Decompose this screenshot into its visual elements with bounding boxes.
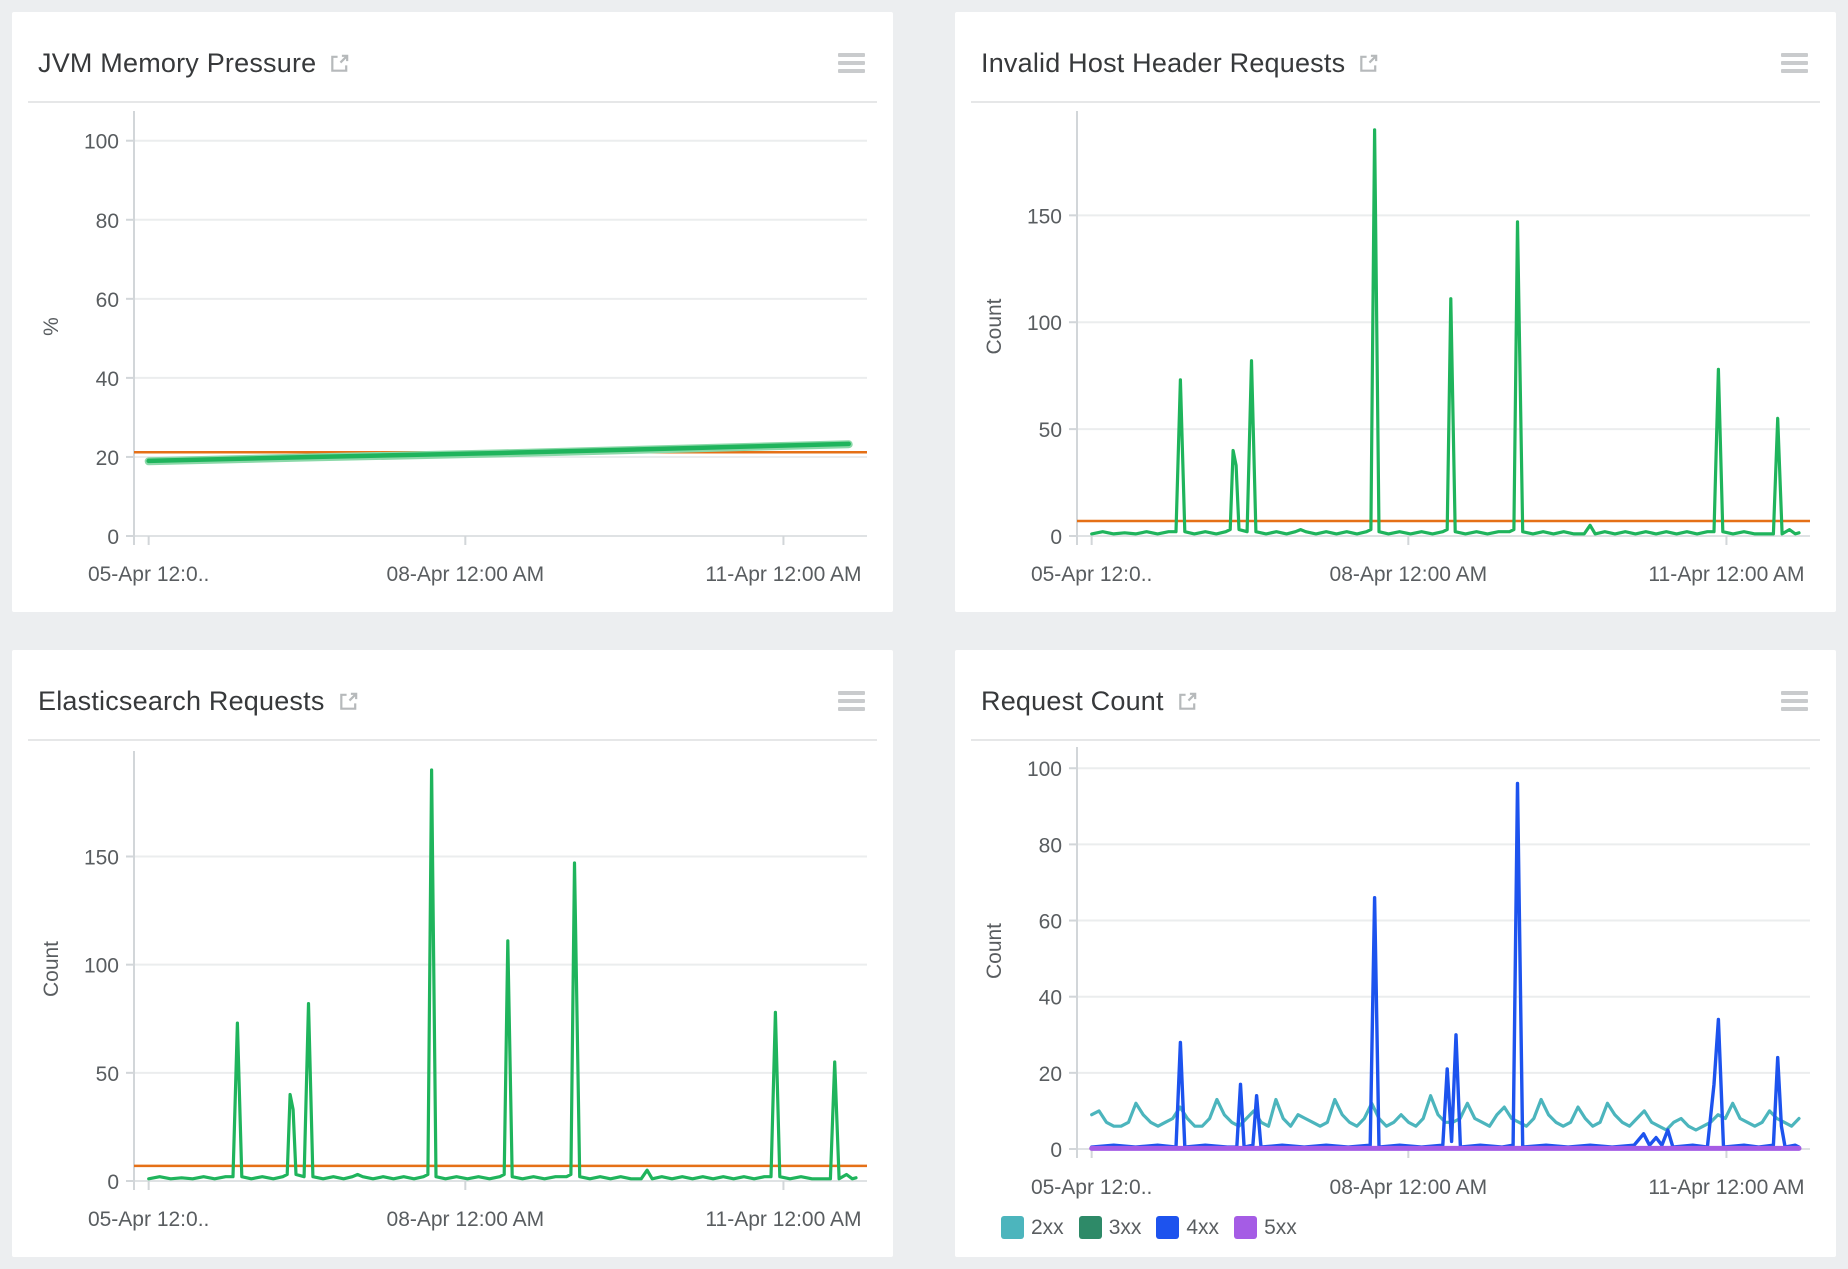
svg-text:100: 100: [1027, 312, 1062, 335]
svg-text:Count: Count: [40, 941, 63, 997]
external-link-icon[interactable]: [337, 690, 360, 713]
panel-title: JVM Memory Pressure: [38, 47, 317, 78]
legend-label: 3xx: [1108, 1215, 1142, 1239]
panel-header: JVM Memory Pressure: [12, 12, 893, 88]
svg-text:0: 0: [107, 526, 119, 549]
legend-swatch-5xx: [1234, 1216, 1258, 1239]
svg-text:11-Apr 12:00 AM: 11-Apr 12:00 AM: [1648, 563, 1804, 586]
legend-swatch-2xx: [1001, 1216, 1024, 1239]
svg-text:0: 0: [1050, 526, 1062, 549]
svg-text:08-Apr 12:00 AM: 08-Apr 12:00 AM: [1330, 1176, 1488, 1199]
panel-jvm-memory-pressure: JVM Memory Pressure 0 20 40 60 80 100 05-Apr 1…: [12, 12, 893, 612]
svg-text:150: 150: [1027, 205, 1062, 228]
svg-text:08-Apr 12:00 AM: 08-Apr 12:00 AM: [1330, 563, 1488, 586]
panel-request-count: Request Count 0 20 40 60 80 100 05-Apr 12:0.. 0…: [955, 650, 1836, 1257]
header-divider: [28, 739, 877, 741]
legend-item-5xx[interactable]: 5xx: [1234, 1216, 1297, 1240]
chart-legend: 2xx 3xx 4xx 5xx: [955, 1207, 1836, 1256]
svg-text:%: %: [40, 317, 63, 336]
external-link-icon[interactable]: [328, 52, 351, 75]
panel-title: Invalid Host Header Requests: [981, 47, 1346, 78]
svg-text:0: 0: [107, 1171, 119, 1194]
panel-elasticsearch-requests: Elasticsearch Requests 0 50 100 150 05-Apr 1…: [12, 650, 893, 1257]
panel-title: Elasticsearch Requests: [38, 685, 325, 716]
svg-text:05-Apr 12:0..: 05-Apr 12:0..: [88, 1208, 209, 1231]
svg-text:Count: Count: [983, 923, 1006, 979]
legend-label: 5xx: [1264, 1215, 1297, 1239]
panel-header: Invalid Host Header Requests: [955, 12, 1836, 88]
hamburger-menu-icon[interactable]: [836, 49, 867, 77]
external-link-icon[interactable]: [1357, 52, 1380, 75]
panel-header: Elasticsearch Requests: [12, 650, 893, 726]
svg-text:05-Apr 12:0..: 05-Apr 12:0..: [88, 563, 209, 586]
svg-text:Count: Count: [983, 298, 1006, 354]
svg-text:20: 20: [1039, 1063, 1062, 1086]
svg-text:50: 50: [1039, 419, 1062, 442]
invalid-host-header-requests-chart[interactable]: 0 50 100 150 05-Apr 12:0.. 08-Apr 12:00 AM 11-…: [955, 103, 1836, 608]
legend-label: 4xx: [1186, 1215, 1220, 1239]
hamburger-menu-icon[interactable]: [1779, 49, 1810, 77]
svg-text:100: 100: [84, 955, 119, 978]
svg-text:80: 80: [1039, 834, 1062, 857]
legend-item-3xx[interactable]: 3xx: [1078, 1215, 1142, 1240]
svg-text:60: 60: [1039, 911, 1062, 934]
legend-item-4xx[interactable]: 4xx: [1156, 1216, 1219, 1240]
jvm-memory-pressure-chart[interactable]: 0 20 40 60 80 100 05-Apr 12:0.. 08-Apr 12:00 AM…: [12, 103, 893, 608]
svg-text:80: 80: [96, 210, 119, 233]
external-link-icon[interactable]: [1176, 690, 1199, 713]
svg-text:150: 150: [84, 847, 119, 870]
panel-header: Request Count: [955, 650, 1836, 726]
svg-text:11-Apr 12:00 AM: 11-Apr 12:00 AM: [705, 1208, 861, 1231]
hamburger-menu-icon[interactable]: [1779, 687, 1810, 715]
svg-text:08-Apr 12:00 AM: 08-Apr 12:00 AM: [387, 563, 545, 586]
legend-label: 2xx: [1031, 1215, 1064, 1239]
header-divider: [971, 739, 1820, 741]
hamburger-menu-icon[interactable]: [836, 687, 867, 715]
svg-text:11-Apr 12:00 AM: 11-Apr 12:00 AM: [705, 563, 861, 586]
elasticsearch-requests-chart[interactable]: 0 50 100 150 05-Apr 12:0.. 08-Apr 12:00 AM 11-…: [12, 741, 893, 1253]
header-divider: [971, 101, 1820, 103]
svg-text:60: 60: [96, 289, 119, 312]
svg-text:40: 40: [1039, 987, 1062, 1010]
request-count-chart[interactable]: 0 20 40 60 80 100 05-Apr 12:0.. 08-Apr 12:00 AM…: [955, 741, 1836, 1207]
svg-text:40: 40: [96, 368, 119, 391]
panel-title: Request Count: [981, 685, 1164, 716]
svg-text:05-Apr 12:0..: 05-Apr 12:0..: [1031, 563, 1152, 586]
svg-text:50: 50: [96, 1063, 119, 1086]
svg-text:05-Apr 12:0..: 05-Apr 12:0..: [1031, 1176, 1152, 1199]
svg-text:0: 0: [1050, 1139, 1062, 1162]
svg-text:11-Apr 12:00 AM: 11-Apr 12:00 AM: [1648, 1176, 1804, 1199]
svg-text:100: 100: [1027, 758, 1062, 781]
legend-item-2xx[interactable]: 2xx: [1001, 1216, 1064, 1240]
svg-text:100: 100: [84, 131, 119, 154]
svg-text:08-Apr 12:00 AM: 08-Apr 12:00 AM: [387, 1208, 545, 1231]
header-divider: [28, 101, 877, 103]
svg-text:20: 20: [96, 447, 119, 470]
legend-swatch-3xx: [1078, 1216, 1102, 1239]
panel-invalid-host-header-requests: Invalid Host Header Requests 0 50 100 150 05…: [955, 12, 1836, 612]
legend-swatch-4xx: [1156, 1216, 1180, 1239]
